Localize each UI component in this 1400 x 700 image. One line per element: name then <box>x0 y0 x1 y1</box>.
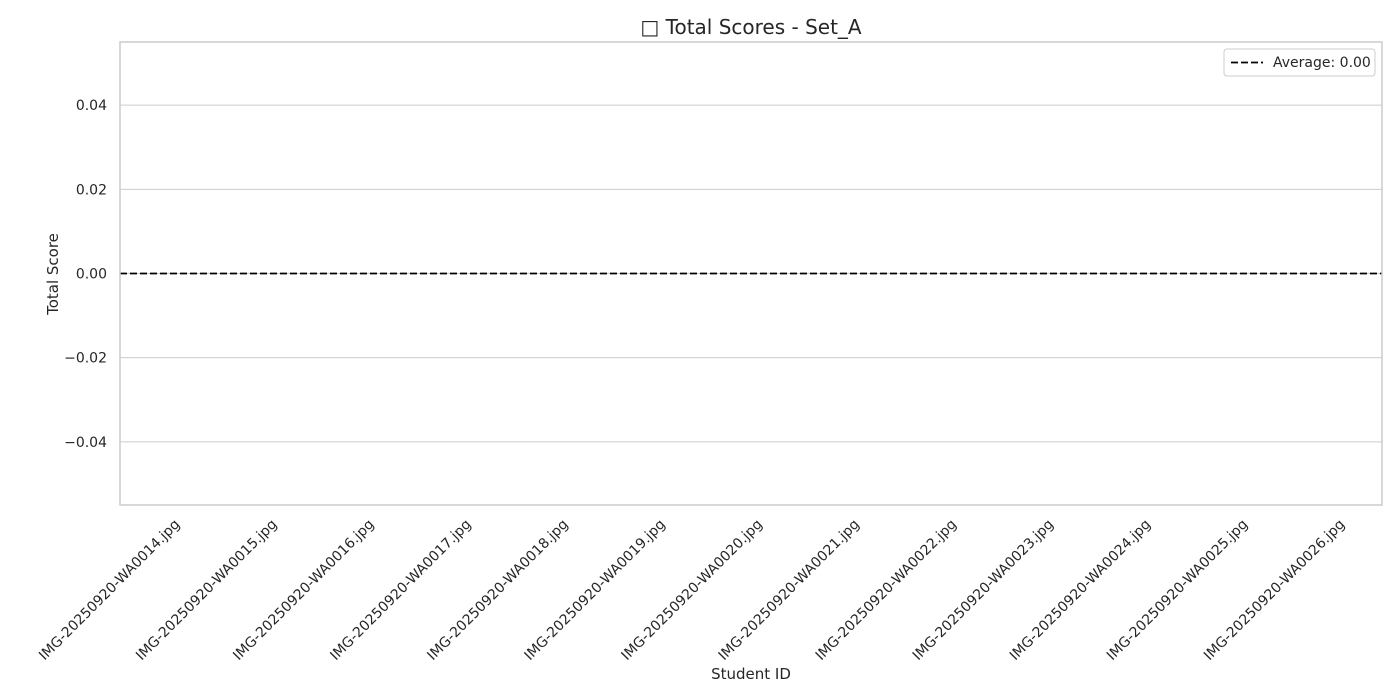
x-axis-label: Student ID <box>711 665 791 683</box>
y-tick-label: −0.04 <box>64 435 107 451</box>
y-tick-label: 0.00 <box>76 267 107 283</box>
y-axis-label: Total Score <box>44 233 62 316</box>
y-tick-label: 0.02 <box>76 182 107 198</box>
legend: Average: 0.00 <box>1223 48 1376 77</box>
plot-frame <box>119 41 1383 506</box>
legend-label-average: Average: 0.00 <box>1273 55 1371 71</box>
legend-box <box>1223 48 1376 77</box>
y-tick-label: 0.04 <box>76 98 107 114</box>
y-tick-label: −0.02 <box>64 351 107 367</box>
y-tick-labels: −0.04 −0.02 0.00 0.02 0.04 <box>64 98 107 451</box>
chart-title: □ Total Scores - Set_A <box>640 15 862 39</box>
x-tick-labels: IMG-20250920-WA0014.jpgIMG-20250920-WA00… <box>36 517 1348 664</box>
